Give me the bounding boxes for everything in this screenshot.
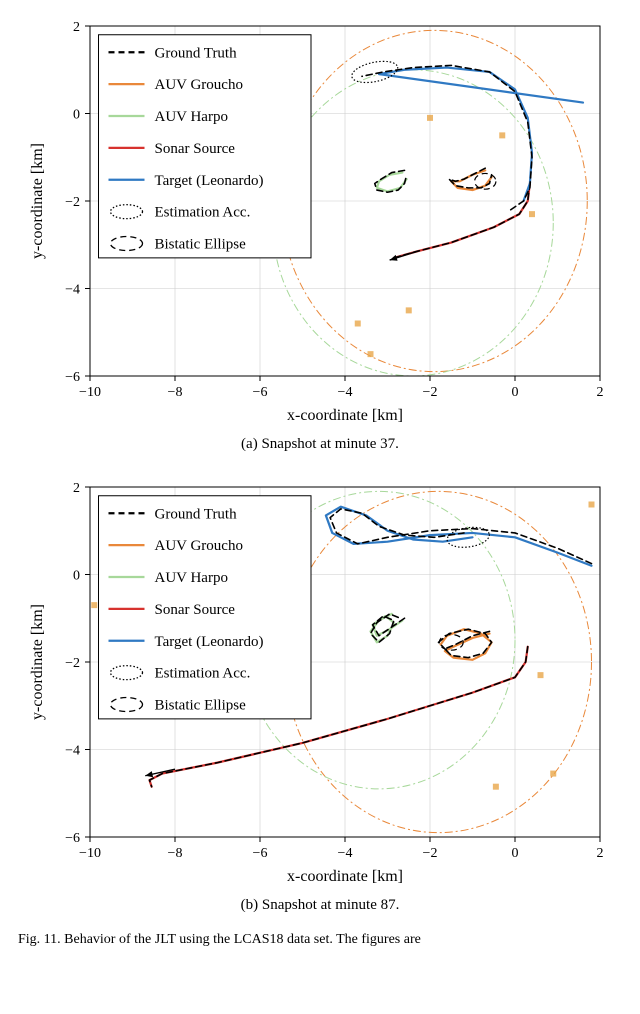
svg-text:2: 2 (597, 385, 604, 400)
svg-text:−6: −6 (253, 385, 268, 400)
svg-text:0: 0 (73, 108, 80, 123)
figure-caption: Fig. 11. Behavior of the JLT using the L… (18, 932, 622, 948)
svg-text:2: 2 (73, 481, 80, 496)
svg-text:−10: −10 (79, 385, 101, 400)
svg-text:AUV Harpo: AUV Harpo (155, 570, 228, 586)
svg-text:AUV Groucho: AUV Groucho (155, 538, 243, 554)
svg-text:Ground Truth: Ground Truth (155, 45, 238, 61)
svg-text:−4: −4 (65, 744, 80, 759)
svg-text:Bistatic Ellipse: Bistatic Ellipse (155, 237, 247, 253)
svg-text:Estimation Acc.: Estimation Acc. (155, 666, 251, 682)
svg-text:−2: −2 (65, 656, 80, 671)
svg-text:−6: −6 (65, 370, 80, 385)
chart-svg-b: −10 −8 −6 −4 −2 0 2 −6 −4 −2 0 2 x-coordinate [km] y-… (20, 471, 620, 891)
svg-text:−4: −4 (338, 385, 353, 400)
svg-text:0: 0 (73, 569, 80, 584)
svg-text:x-coordinate [km]: x-coordinate [km] (287, 407, 403, 424)
svg-text:y-coordinate [km]: y-coordinate [km] (29, 604, 46, 720)
svg-text:y-coordinate [km]: y-coordinate [km] (29, 143, 46, 259)
svg-text:0: 0 (512, 385, 519, 400)
caption-a: (a) Snapshot at minute 37. (10, 436, 630, 453)
svg-text:Sonar Source: Sonar Source (155, 141, 236, 157)
svg-text:x-coordinate [km]: x-coordinate [km] (287, 868, 403, 885)
svg-text:Estimation Acc.: Estimation Acc. (155, 205, 251, 221)
svg-text:AUV Groucho: AUV Groucho (155, 77, 243, 93)
caption-b: (b) Snapshot at minute 87. (10, 897, 630, 914)
svg-text:−8: −8 (168, 846, 183, 861)
svg-text:Sonar Source: Sonar Source (155, 602, 236, 618)
svg-text:−4: −4 (65, 283, 80, 298)
subplot-a: −10 −8 −6 −4 −2 0 2 −6 −4 −2 0 2 x-coordinate [km] y-… (20, 10, 620, 430)
svg-text:AUV Harpo: AUV Harpo (155, 109, 228, 125)
chart-svg-a: −10 −8 −6 −4 −2 0 2 −6 −4 −2 0 2 x-coordinate [km] y-… (20, 10, 620, 430)
svg-text:2: 2 (73, 20, 80, 35)
svg-text:−6: −6 (253, 846, 268, 861)
svg-text:−10: −10 (79, 846, 101, 861)
svg-text:−8: −8 (168, 385, 183, 400)
svg-text:2: 2 (597, 846, 604, 861)
svg-text:Ground Truth: Ground Truth (155, 506, 238, 522)
svg-text:Target (Leonardo): Target (Leonardo) (155, 173, 264, 189)
svg-text:0: 0 (512, 846, 519, 861)
svg-text:−6: −6 (65, 831, 80, 846)
svg-text:Bistatic Ellipse: Bistatic Ellipse (155, 698, 247, 714)
svg-text:Target (Leonardo): Target (Leonardo) (155, 634, 264, 650)
svg-text:−2: −2 (65, 195, 80, 210)
svg-text:−2: −2 (423, 846, 438, 861)
svg-text:−2: −2 (423, 385, 438, 400)
svg-text:−4: −4 (338, 846, 353, 861)
subplot-b: −10 −8 −6 −4 −2 0 2 −6 −4 −2 0 2 x-coordinate [km] y-… (20, 471, 620, 891)
